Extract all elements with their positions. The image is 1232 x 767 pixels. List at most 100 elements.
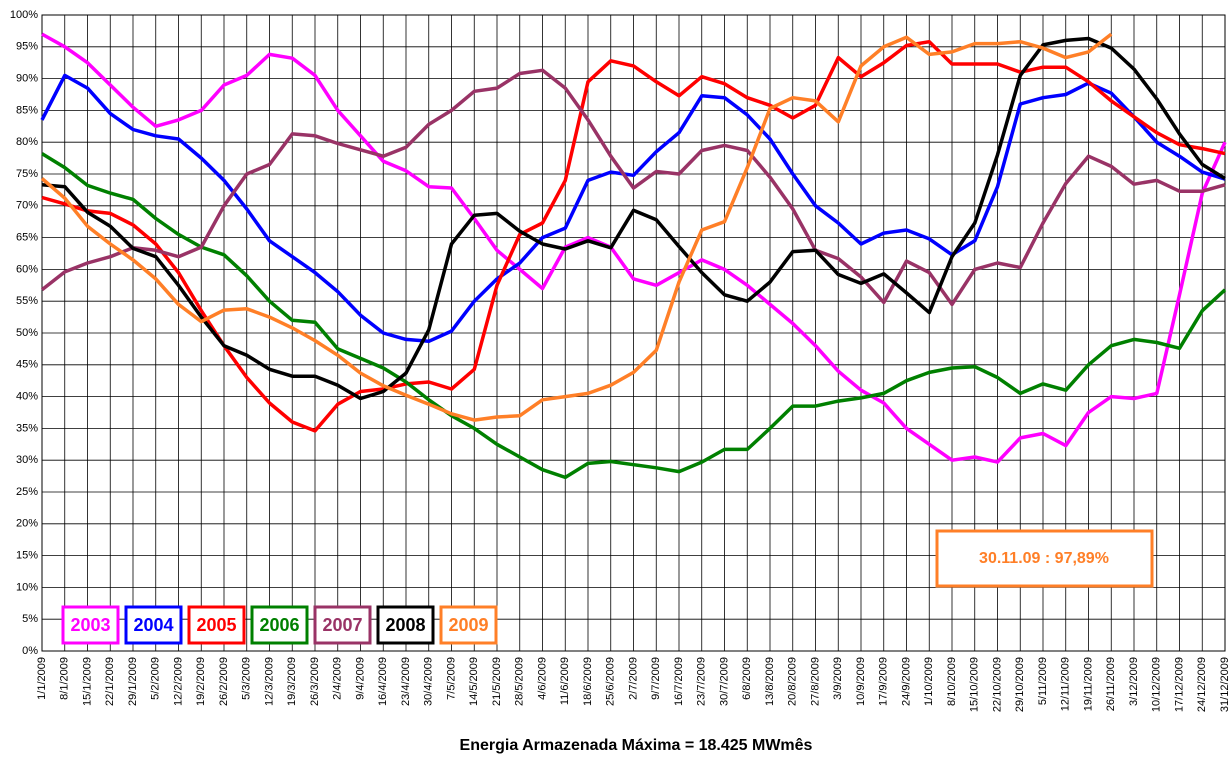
x-tick-label: 22/10/2009 <box>991 657 1003 712</box>
legend-label: 2003 <box>70 615 110 635</box>
x-tick-label: 12/2/2009 <box>172 657 184 706</box>
x-tick-label: 29/1/2009 <box>127 657 139 706</box>
y-tick-label: 90% <box>16 73 38 85</box>
y-tick-label: 35% <box>16 422 38 434</box>
y-tick-label: 5% <box>22 613 38 625</box>
y-tick-label: 55% <box>16 295 38 307</box>
x-tick-label: 13/8/2009 <box>764 657 776 706</box>
y-tick-label: 25% <box>16 486 38 498</box>
x-tick-label: 1/1/2009 <box>36 657 48 700</box>
x-tick-label: 16/7/2009 <box>673 657 685 706</box>
x-tick-label: 30/4/2009 <box>423 657 435 706</box>
x-tick-label: 26/3/2009 <box>309 657 321 706</box>
plot-border <box>41 14 1226 652</box>
x-tick-label: 3/9/2009 <box>832 657 844 700</box>
x-tick-label: 24/12/2009 <box>1196 657 1208 712</box>
x-tick-label: 19/3/2009 <box>286 657 298 706</box>
y-tick-label: 10% <box>16 581 38 593</box>
x-tick-label: 11/6/2009 <box>559 657 571 705</box>
x-tick-label: 9/4/2009 <box>354 657 366 700</box>
legend-label: 2007 <box>322 615 362 635</box>
x-tick-label: 15/10/2009 <box>969 657 981 712</box>
y-tick-label: 15% <box>16 550 38 562</box>
x-tick-label: 8/10/2009 <box>946 657 958 706</box>
x-tick-label: 25/6/2009 <box>605 657 617 706</box>
x-tick-label: 9/7/2009 <box>650 657 662 700</box>
y-tick-label: 100% <box>10 9 38 21</box>
legend-box <box>313 605 372 645</box>
legend-label: 2005 <box>196 615 236 635</box>
x-tick-label: 14/5/2009 <box>468 657 480 706</box>
y-tick-label: 70% <box>16 200 38 212</box>
y-tick-label: 65% <box>16 232 38 244</box>
x-tick-label: 23/4/2009 <box>400 657 412 706</box>
y-tick-label: 0% <box>22 645 38 657</box>
x-tick-label: 2/4/2009 <box>332 657 344 700</box>
series-line <box>41 32 1227 464</box>
y-tick-label: 75% <box>16 168 38 180</box>
legend-box <box>376 605 435 645</box>
annotation: 30.11.09 : 97,89% <box>979 550 1109 567</box>
legend-box <box>124 605 183 645</box>
x-tick-label: 20/8/2009 <box>787 657 799 706</box>
y-tick-label: 45% <box>16 359 38 371</box>
x-tick-label: 26/2/2009 <box>218 657 230 706</box>
x-tick-label: 12/11/2009 <box>1060 657 1072 711</box>
x-tick-label: 24/9/2009 <box>900 657 912 706</box>
x-tick-label: 12/3/2009 <box>263 657 275 706</box>
x-tick-label: 5/3/2009 <box>241 657 253 700</box>
legend-label: 2009 <box>448 615 488 635</box>
annotation-box <box>935 529 1154 588</box>
x-tick-label: 15/1/2009 <box>81 657 93 706</box>
y-tick-label: 20% <box>16 518 38 530</box>
y-tick-label: 95% <box>16 41 38 53</box>
x-tick-label: 22/1/2009 <box>104 657 116 706</box>
series-line <box>41 152 1227 480</box>
x-tick-label: 19/2/2009 <box>195 657 207 706</box>
legend-box <box>439 605 498 645</box>
x-tick-label: 5/2/2009 <box>150 657 162 700</box>
x-tick-label: 3/12/2009 <box>1128 657 1140 706</box>
series-line <box>41 39 1226 433</box>
legend-label: 2006 <box>259 615 299 635</box>
x-tick-label: 1/10/2009 <box>923 657 935 706</box>
legend-box <box>61 605 120 645</box>
x-tick-label: 16/4/2009 <box>377 657 389 706</box>
y-tick-label: 50% <box>16 327 38 339</box>
x-tick-label: 8/1/2009 <box>59 657 71 700</box>
x-tick-label: 23/7/2009 <box>696 657 708 706</box>
y-tick-label: 40% <box>16 391 38 403</box>
x-tick-label: 10/12/2009 <box>1151 657 1163 712</box>
x-axis-title: Energia Armazenada Máxima = 18.425 MWmês <box>460 737 813 754</box>
x-tick-label: 19/11/2009 <box>1082 657 1094 711</box>
x-tick-label: 17/9/2009 <box>878 657 890 706</box>
x-tick-label: 29/10/2009 <box>1014 657 1026 712</box>
y-tick-label: 30% <box>16 454 38 466</box>
y-tick-label: 85% <box>16 104 38 116</box>
x-tick-label: 30/7/2009 <box>718 657 730 706</box>
x-tick-label: 2/7/2009 <box>627 657 639 700</box>
series-line <box>41 36 1226 401</box>
x-tick-label: 28/5/2009 <box>514 657 526 706</box>
series-line <box>40 73 1226 344</box>
x-tick-label: 27/8/2009 <box>809 657 821 706</box>
x-tick-label: 26/11/2009 <box>1105 657 1117 711</box>
x-tick-label: 5/11/2009 <box>1037 657 1049 705</box>
x-tick-label: 7/5/2009 <box>445 657 457 700</box>
x-tick-label: 31/12/2009 <box>1219 657 1231 712</box>
series-line <box>40 68 1226 307</box>
y-tick-label: 80% <box>16 136 38 148</box>
legend-label: 2008 <box>385 615 425 635</box>
legend-box <box>250 605 309 645</box>
x-tick-label: 17/12/2009 <box>1173 657 1185 712</box>
x-tick-label: 6/8/2009 <box>741 657 753 700</box>
legend-box <box>187 605 246 645</box>
series-line <box>40 32 1113 422</box>
legend-label: 2004 <box>133 615 173 635</box>
x-tick-label: 18/6/2009 <box>582 657 594 706</box>
x-tick-label: 4/6/2009 <box>536 657 548 700</box>
x-tick-label: 10/9/2009 <box>855 657 867 706</box>
x-tick-label: 21/5/2009 <box>491 657 503 706</box>
y-tick-label: 60% <box>16 263 38 275</box>
